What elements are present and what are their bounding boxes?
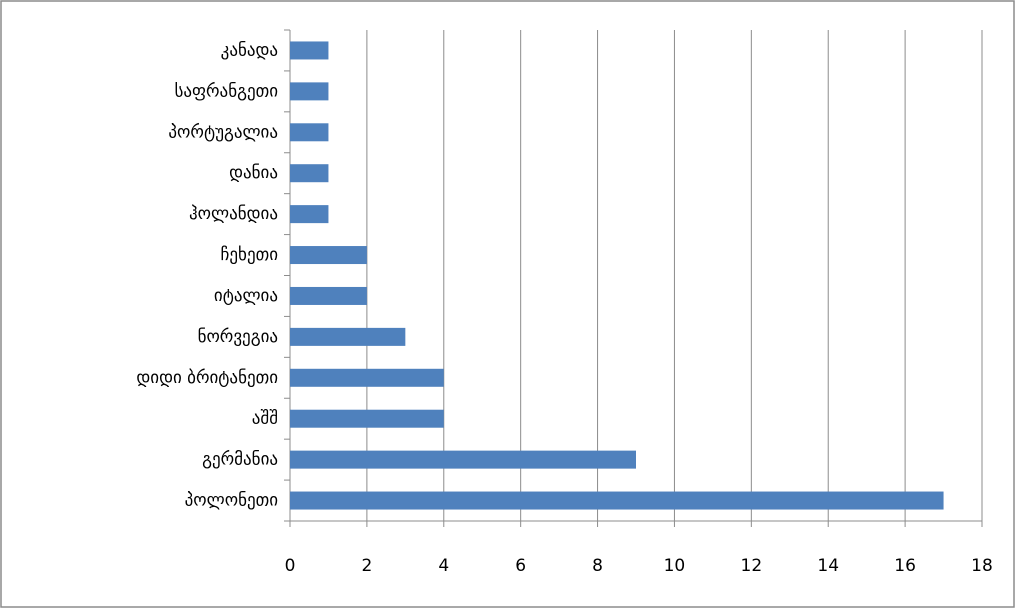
x-tick-label: 4 [438, 556, 449, 576]
bar [290, 491, 944, 510]
bar [290, 409, 444, 428]
x-tick-label: 10 [664, 556, 686, 576]
y-tick-label: ნორვეგია [198, 327, 278, 347]
bar [290, 41, 329, 60]
bar [290, 286, 367, 305]
x-tick-label: 16 [894, 556, 916, 576]
y-tick-label: პოლონეთი [185, 491, 278, 511]
x-tick-label: 14 [817, 556, 839, 576]
x-tick-label: 2 [361, 556, 372, 576]
y-tick-label: დანია [229, 163, 278, 183]
x-tick-label: 12 [741, 556, 763, 576]
y-tick-label: დიდი ბრიტანეთი [136, 368, 278, 388]
bar [290, 327, 406, 346]
y-tick-label: აშშ [252, 409, 278, 429]
y-tick-label: კანადა [221, 40, 278, 60]
bar [290, 368, 444, 387]
x-tick-label: 0 [285, 556, 296, 576]
y-tick-label: პორტუგალია [168, 122, 278, 142]
y-tick-label: გერმანია [202, 450, 278, 470]
y-tick-label: ჰოლანდია [189, 204, 278, 224]
bar [290, 450, 636, 469]
bar [290, 123, 329, 142]
bar [290, 82, 329, 101]
x-tick-label: 8 [592, 556, 603, 576]
y-tick-label: ჩეხეთი [221, 245, 278, 265]
bar [290, 164, 329, 183]
x-tick-label: 6 [515, 556, 526, 576]
bar [290, 205, 329, 224]
bar [290, 246, 367, 265]
y-tick-label: იტალია [214, 286, 278, 306]
y-tick-label: საფრანგეთი [174, 81, 278, 101]
x-tick-label: 18 [971, 556, 993, 576]
